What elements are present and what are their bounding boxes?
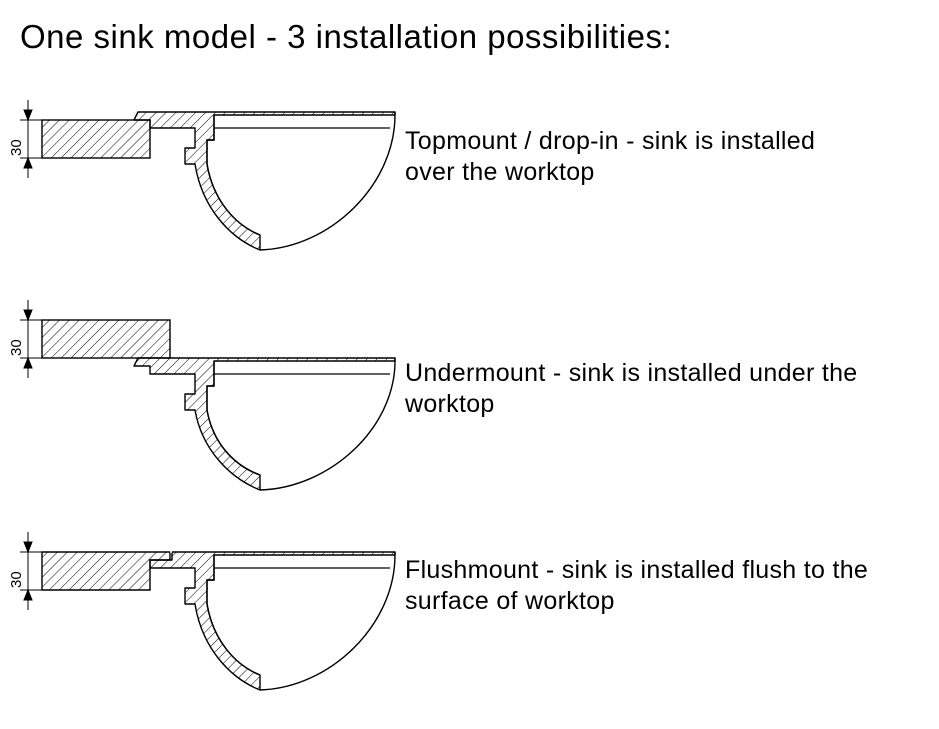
- dim-label-1: 30: [8, 139, 25, 156]
- desc-flushmount: Flushmount - sink is installed flush to …: [405, 555, 905, 618]
- desc-undermount: Undermount - sink is installed under the…: [405, 358, 885, 421]
- diagram-flushmount: [0, 530, 420, 715]
- desc-topmount: Topmount / drop-in - sink is installed o…: [405, 126, 865, 189]
- page-title: One sink model - 3 installation possibil…: [20, 18, 672, 56]
- dim-label-2: 30: [8, 339, 25, 356]
- diagram-undermount: [0, 300, 420, 505]
- diagram-topmount: [0, 90, 420, 265]
- dim-label-3: 30: [8, 571, 25, 588]
